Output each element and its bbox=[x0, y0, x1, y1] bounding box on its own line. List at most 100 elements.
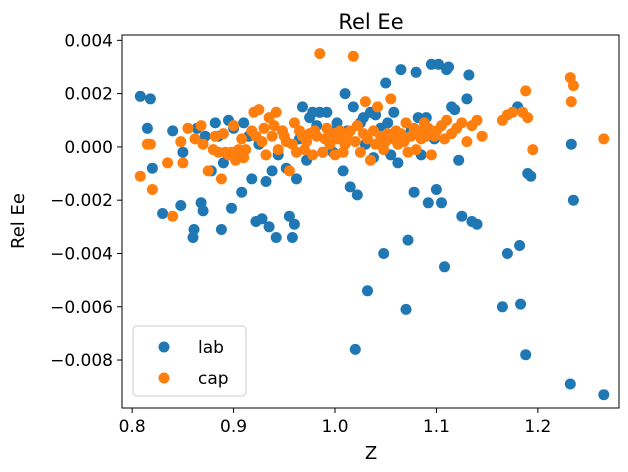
point-cap-68 bbox=[349, 136, 361, 148]
point-cap-69 bbox=[351, 120, 363, 132]
y-tick-label: −0.004 bbox=[50, 244, 113, 264]
y-axis: 0.004 0.002 0.000 −0.002 −0.004 −0.006 −0.008 bbox=[50, 31, 122, 371]
point-lab-1 bbox=[144, 93, 156, 105]
point-cap-55 bbox=[317, 146, 329, 158]
point-lab-94 bbox=[449, 104, 461, 116]
plot-frame bbox=[121, 34, 620, 409]
point-cap-24 bbox=[236, 133, 248, 145]
point-lab-77 bbox=[402, 234, 414, 246]
point-cap-82 bbox=[385, 93, 397, 105]
point-cap-38 bbox=[272, 144, 284, 156]
point-cap-76 bbox=[370, 138, 382, 150]
x-tick-label: 1.1 bbox=[423, 417, 450, 437]
point-lab-20 bbox=[226, 202, 237, 214]
point-lab-31 bbox=[263, 221, 275, 233]
point-lab-18 bbox=[217, 157, 229, 169]
y-tick-label: −0.002 bbox=[50, 191, 113, 211]
point-lab-59 bbox=[349, 343, 361, 355]
legend-label-lab: lab bbox=[198, 338, 224, 358]
point-lab-111 bbox=[567, 194, 579, 206]
point-lab-76 bbox=[400, 303, 412, 315]
point-lab-110 bbox=[565, 138, 577, 150]
point-cap-115 bbox=[520, 85, 532, 97]
y-tick-label: −0.008 bbox=[50, 351, 113, 371]
point-lab-33 bbox=[270, 232, 282, 243]
point-lab-0 bbox=[134, 90, 146, 102]
point-cap-120 bbox=[567, 80, 579, 92]
point-lab-17 bbox=[215, 224, 227, 235]
point-cap-12 bbox=[202, 165, 214, 177]
point-lab-32 bbox=[266, 165, 278, 177]
point-cap-67 bbox=[347, 50, 359, 62]
point-lab-64 bbox=[362, 285, 373, 297]
point-cap-117 bbox=[527, 144, 539, 156]
legend-marker-lab bbox=[158, 341, 170, 353]
point-cap-4 bbox=[162, 157, 174, 169]
point-cap-3 bbox=[146, 184, 158, 195]
y-tick-label: −0.006 bbox=[50, 298, 113, 318]
point-cap-8 bbox=[182, 122, 194, 134]
point-cap-31 bbox=[256, 136, 268, 148]
point-cap-121 bbox=[598, 133, 610, 145]
chart-title: Rel Ee bbox=[338, 10, 403, 34]
point-lab-79 bbox=[408, 186, 420, 198]
point-lab-92 bbox=[443, 61, 455, 73]
point-cap-98 bbox=[425, 149, 437, 161]
point-cap-9 bbox=[189, 133, 201, 145]
point-lab-30 bbox=[260, 176, 272, 187]
point-lab-97 bbox=[461, 93, 473, 105]
point-lab-57 bbox=[344, 181, 356, 193]
point-lab-55 bbox=[339, 88, 351, 100]
legend-marker-cap bbox=[158, 372, 170, 384]
point-lab-84 bbox=[422, 197, 434, 209]
point-lab-24 bbox=[238, 117, 250, 129]
point-cap-109 bbox=[471, 114, 483, 126]
point-cap-106 bbox=[456, 117, 468, 129]
point-lab-6 bbox=[175, 200, 187, 211]
point-lab-95 bbox=[453, 154, 465, 166]
point-cap-72 bbox=[359, 96, 371, 108]
point-lab-4 bbox=[157, 208, 169, 219]
point-cap-21 bbox=[228, 120, 240, 132]
point-lab-101 bbox=[496, 301, 508, 313]
point-lab-102 bbox=[501, 248, 513, 259]
point-cap-54 bbox=[314, 48, 326, 60]
x-tick-label: 1.0 bbox=[321, 417, 348, 437]
legend: lab cap bbox=[132, 325, 247, 397]
y-tick-label: 0.004 bbox=[64, 31, 113, 51]
point-lab-54 bbox=[337, 165, 349, 177]
point-cap-77 bbox=[372, 101, 384, 113]
point-cap-7 bbox=[177, 157, 189, 169]
point-lab-71 bbox=[382, 117, 394, 129]
point-cap-6 bbox=[175, 136, 187, 148]
point-cap-119 bbox=[565, 96, 577, 108]
point-lab-75 bbox=[395, 64, 407, 76]
point-cap-0 bbox=[134, 170, 146, 182]
point-cap-11 bbox=[197, 138, 209, 150]
point-lab-5 bbox=[167, 125, 179, 137]
point-lab-112 bbox=[598, 389, 610, 401]
point-lab-26 bbox=[246, 173, 258, 185]
x-tick-label: 0.9 bbox=[220, 417, 247, 437]
point-lab-9 bbox=[188, 224, 200, 235]
point-lab-29 bbox=[256, 213, 268, 225]
point-cap-35 bbox=[266, 130, 278, 142]
point-lab-60 bbox=[351, 189, 363, 201]
point-lab-42 bbox=[297, 101, 308, 113]
point-cap-110 bbox=[476, 130, 488, 142]
point-lab-96 bbox=[456, 210, 468, 222]
x-axis-label: Z bbox=[365, 443, 377, 464]
legend-label-cap: cap bbox=[198, 369, 229, 389]
point-lab-2 bbox=[141, 122, 153, 134]
point-lab-12 bbox=[197, 205, 209, 217]
point-lab-104 bbox=[514, 240, 526, 251]
y-tick-label: 0.000 bbox=[64, 138, 113, 158]
point-cap-5 bbox=[167, 210, 179, 222]
point-cap-42 bbox=[283, 165, 295, 177]
point-cap-116 bbox=[522, 112, 534, 124]
point-cap-17 bbox=[217, 128, 229, 140]
x-tick-label: 0.8 bbox=[119, 417, 146, 437]
point-lab-88 bbox=[433, 58, 444, 70]
point-lab-23 bbox=[236, 186, 248, 198]
